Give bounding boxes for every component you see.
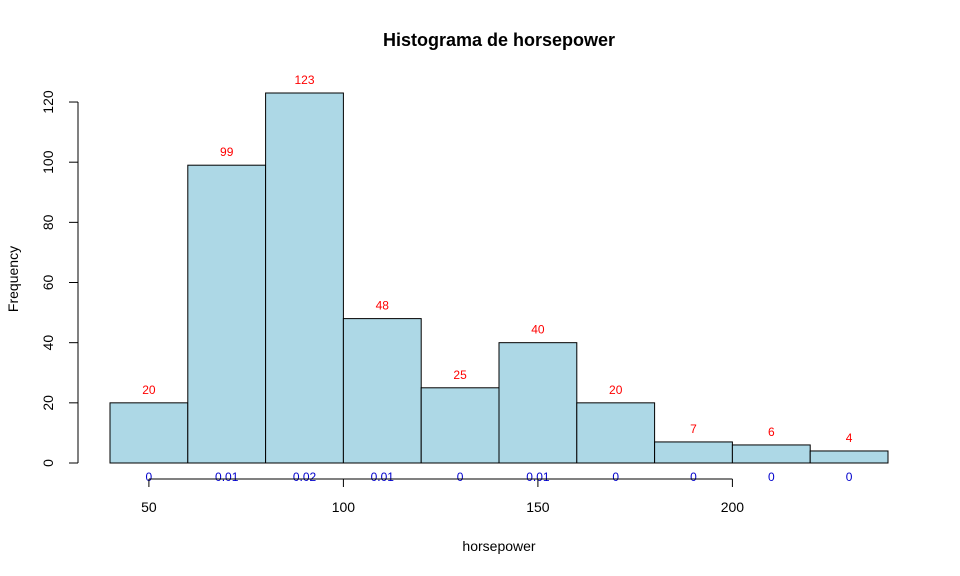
y-tick-label: 20	[40, 395, 56, 411]
y-tick-label: 0	[40, 459, 56, 467]
histogram-bar	[342, 318, 422, 464]
chart-title: Histograma de horsepower	[383, 30, 615, 50]
bar-count-label: 123	[294, 73, 314, 87]
x-tick-label: 50	[141, 499, 157, 515]
bar-count-label: 4	[846, 431, 853, 445]
bar-count-label: 25	[453, 368, 467, 382]
histogram-bar	[576, 402, 656, 464]
x-tick-label: 150	[526, 499, 550, 515]
bar-density-label: 0	[612, 470, 619, 484]
x-tick-label: 100	[332, 499, 356, 515]
bar-density-label: 0	[146, 470, 153, 484]
bar-density-label: 0	[690, 470, 697, 484]
histogram-bar	[109, 402, 189, 464]
histogram-bar	[187, 164, 267, 464]
y-tick-label: 120	[40, 90, 56, 114]
y-tick-label: 80	[40, 214, 56, 230]
y-tick-label: 60	[40, 275, 56, 291]
x-axis: 50 100 150 200	[141, 478, 745, 515]
bar-density-label: 0.01	[215, 470, 239, 484]
bar-count-label: 7	[690, 422, 697, 436]
histogram-bar	[498, 342, 578, 464]
x-tick-label: 200	[721, 499, 745, 515]
count-labels-layer: 20 99 123 48 25 40 20 7 6 4	[142, 73, 853, 445]
bar-density-label: 0	[846, 470, 853, 484]
histogram-bar	[420, 387, 500, 464]
bar-density-label: 0	[457, 470, 464, 484]
y-tick-label: 100	[40, 150, 56, 174]
bars-layer	[109, 92, 889, 464]
bar-count-label: 48	[376, 299, 390, 313]
bar-count-label: 20	[142, 383, 156, 397]
y-axis-title: Frequency	[5, 246, 21, 312]
histogram-bar	[265, 92, 344, 464]
x-axis-title: horsepower	[462, 538, 535, 554]
y-tick-label: 40	[40, 335, 56, 351]
histogram-bar	[654, 441, 733, 464]
bar-count-label: 6	[768, 425, 775, 439]
density-labels-layer: 0 0.01 0.02 0.01 0 0.01 0 0 0 0	[146, 470, 853, 484]
bar-density-label: 0.01	[526, 470, 550, 484]
bar-density-label: 0	[768, 470, 775, 484]
bar-count-label: 99	[220, 145, 234, 159]
bar-count-label: 20	[609, 383, 623, 397]
bar-density-label: 0.02	[293, 470, 317, 484]
y-axis: 0 20 40 60 80 100 120	[40, 90, 79, 467]
bar-density-label: 0.01	[371, 470, 395, 484]
histogram-bar	[731, 444, 811, 464]
histogram-bar	[809, 450, 889, 464]
bar-count-label: 40	[531, 323, 545, 337]
